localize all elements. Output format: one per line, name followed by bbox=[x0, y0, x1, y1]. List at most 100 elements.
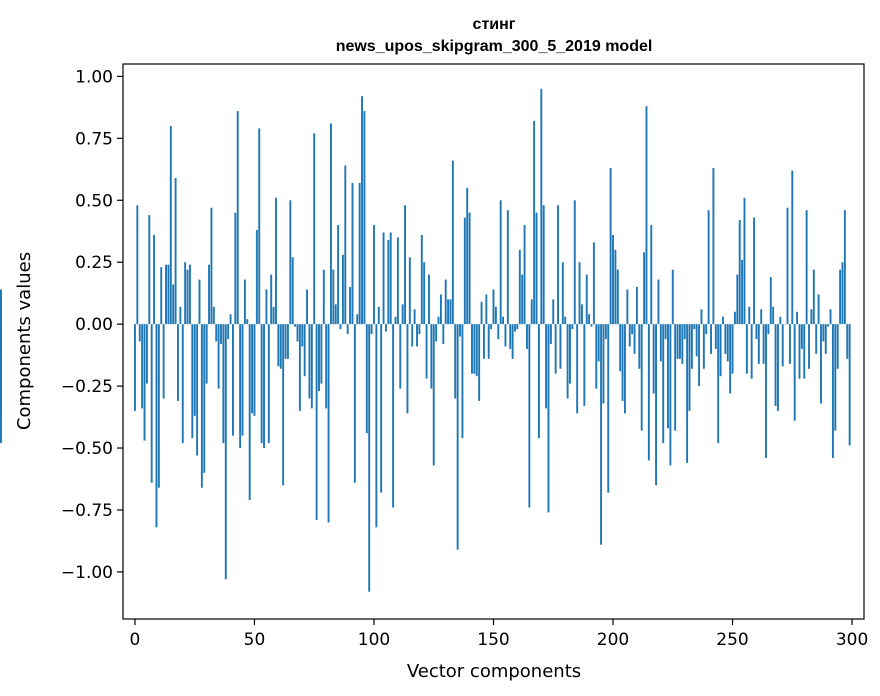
bar bbox=[404, 205, 407, 325]
bar bbox=[738, 220, 741, 325]
bar bbox=[846, 324, 849, 359]
bar bbox=[607, 324, 610, 493]
bar bbox=[432, 324, 435, 466]
bar bbox=[628, 324, 631, 347]
bar bbox=[571, 324, 574, 330]
y-tick-label: −1.00 bbox=[61, 563, 113, 583]
bar bbox=[428, 274, 430, 325]
bar bbox=[839, 269, 842, 325]
bar bbox=[358, 182, 361, 325]
bar bbox=[275, 197, 277, 325]
bar bbox=[227, 324, 230, 340]
bar bbox=[277, 324, 280, 367]
bar bbox=[370, 324, 373, 335]
bar bbox=[463, 217, 466, 325]
bar bbox=[526, 324, 528, 349]
chart-subtitle: news_upos_skipgram_300_5_2019 model bbox=[336, 38, 653, 55]
bar bbox=[841, 262, 844, 325]
bar bbox=[0, 291, 2, 325]
bar bbox=[191, 324, 194, 439]
bar bbox=[588, 314, 591, 325]
bar bbox=[179, 306, 182, 325]
bar bbox=[573, 200, 576, 325]
bar bbox=[736, 274, 739, 325]
bar bbox=[169, 125, 172, 325]
bar bbox=[635, 286, 638, 325]
x-tick-label: 150 bbox=[477, 630, 509, 650]
bar bbox=[650, 225, 653, 325]
bar bbox=[693, 324, 696, 330]
bar bbox=[220, 324, 222, 344]
bar bbox=[509, 324, 512, 349]
bar bbox=[380, 324, 383, 493]
bar bbox=[289, 200, 292, 325]
bar bbox=[389, 232, 392, 325]
bar bbox=[411, 324, 414, 347]
bar bbox=[549, 324, 552, 344]
bar bbox=[530, 299, 533, 325]
bar bbox=[265, 289, 268, 325]
bar bbox=[528, 324, 531, 508]
bar bbox=[557, 205, 559, 325]
bar bbox=[181, 324, 184, 444]
bar bbox=[760, 309, 763, 325]
bar bbox=[301, 324, 304, 347]
bar bbox=[619, 324, 622, 372]
bar bbox=[805, 210, 808, 325]
bar bbox=[284, 324, 287, 359]
bar bbox=[356, 314, 359, 325]
bar bbox=[502, 316, 505, 325]
bar bbox=[724, 324, 727, 354]
bar bbox=[344, 165, 347, 325]
bar bbox=[303, 324, 306, 377]
bar bbox=[401, 304, 404, 325]
bar bbox=[413, 309, 416, 325]
bar bbox=[564, 316, 567, 325]
bar bbox=[796, 311, 799, 325]
bar bbox=[368, 324, 371, 592]
bar bbox=[459, 324, 461, 337]
bar bbox=[318, 324, 320, 392]
bar bbox=[710, 324, 712, 354]
bar bbox=[788, 324, 791, 364]
x-tick-label: 300 bbox=[836, 630, 868, 650]
bar bbox=[810, 309, 813, 325]
bar bbox=[420, 234, 423, 325]
bar bbox=[466, 187, 469, 325]
bar bbox=[535, 212, 538, 325]
bar bbox=[339, 324, 342, 330]
bar bbox=[781, 324, 784, 367]
bar bbox=[468, 212, 471, 325]
bar bbox=[717, 324, 720, 444]
bar bbox=[260, 324, 263, 444]
bar bbox=[506, 210, 509, 325]
bar bbox=[437, 316, 440, 325]
bar bbox=[253, 324, 256, 416]
bar bbox=[561, 262, 564, 325]
bar bbox=[743, 197, 746, 325]
bar bbox=[681, 324, 684, 364]
bar bbox=[702, 324, 705, 369]
bar bbox=[377, 306, 380, 325]
bar bbox=[349, 286, 352, 325]
bar bbox=[315, 324, 318, 520]
bar bbox=[597, 324, 600, 362]
bar bbox=[755, 324, 758, 340]
bar bbox=[208, 264, 211, 325]
bar bbox=[306, 289, 309, 325]
bar bbox=[674, 324, 677, 431]
bar bbox=[456, 324, 459, 550]
bar bbox=[776, 324, 779, 411]
bar bbox=[516, 324, 519, 330]
x-axis-label: Vector components bbox=[407, 661, 581, 682]
bar bbox=[418, 324, 421, 335]
bar bbox=[298, 324, 301, 411]
bar bbox=[733, 311, 736, 325]
bar bbox=[241, 324, 244, 436]
bar bbox=[748, 306, 751, 325]
bar bbox=[595, 324, 598, 389]
bar bbox=[772, 306, 775, 325]
bar bbox=[215, 324, 218, 342]
y-axis: 1.00 0.75 0.50 0.25 0.00 −0.25 −0.50 −0.75 −1.00 bbox=[61, 67, 123, 583]
bar bbox=[212, 306, 215, 325]
